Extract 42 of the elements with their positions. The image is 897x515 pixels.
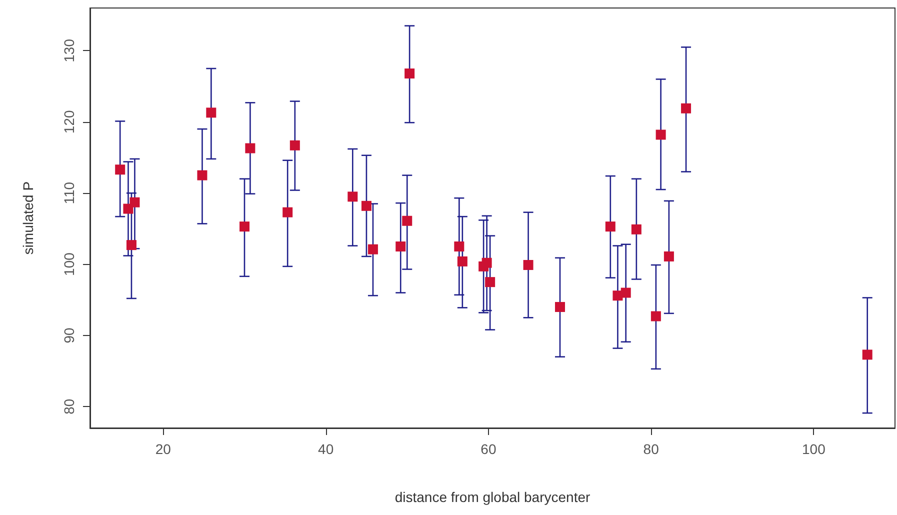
point (485, 277, 496, 288)
point (862, 350, 872, 360)
point (656, 130, 666, 140)
point (605, 222, 616, 232)
y-tick-label: 90 (61, 327, 77, 344)
point (664, 251, 674, 262)
point (245, 143, 256, 154)
point (681, 103, 692, 114)
y-tick-label: 130 (61, 38, 77, 62)
point (631, 224, 642, 234)
point (126, 240, 136, 250)
point (348, 192, 358, 202)
point (239, 222, 250, 232)
y-tick-label: 110 (61, 182, 77, 204)
x-tick-label: 80 (643, 441, 660, 457)
y-tick-label: 80 (61, 398, 77, 414)
x-tick-label: 100 (802, 441, 826, 457)
point (396, 241, 406, 252)
point (402, 216, 412, 226)
point (115, 164, 126, 175)
x-axis-title: distance from global barycenter (394, 489, 590, 505)
y-tick-label: 120 (61, 110, 77, 134)
point (290, 140, 300, 150)
point (620, 288, 631, 298)
x-tick-label: 40 (318, 441, 334, 457)
y-tick-label: 100 (61, 252, 77, 276)
x-tick-label: 20 (155, 441, 172, 457)
point (361, 200, 372, 211)
point (523, 260, 534, 270)
point (197, 170, 208, 180)
point (206, 108, 216, 118)
x-tick-label: 60 (480, 441, 496, 457)
point (650, 311, 661, 322)
point (130, 197, 140, 208)
point (282, 207, 293, 218)
point (554, 302, 565, 312)
point (457, 256, 468, 266)
point (368, 244, 378, 254)
y-axis-title: simulated P (20, 181, 36, 255)
point (404, 68, 415, 78)
point (482, 258, 492, 268)
point (454, 241, 464, 252)
